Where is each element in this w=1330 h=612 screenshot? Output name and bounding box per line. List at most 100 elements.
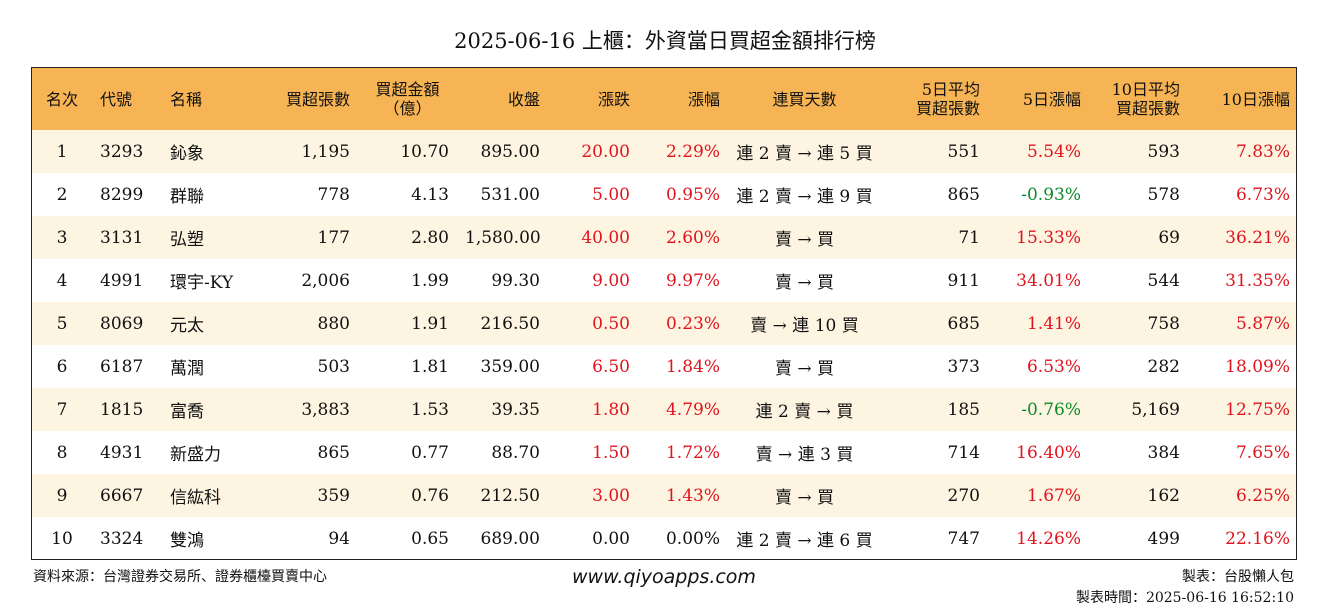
header-pct5: 5日漲幅 [1022,89,1081,109]
cell-name: 環宇-KY [170,273,234,293]
made-time: 製表時間：2025-06-16 16:52:10 [1075,590,1294,606]
cell-change: 0.50 [592,313,630,334]
table-row: 3 3131 弘塑 177 2.80 1,580.00 40.00 2.60% 賣 → 買 71 1… [32,216,1296,259]
cell-close: 895.00 [480,141,540,162]
cell-rank: 5 [56,313,68,334]
cell-pct10: 22.16% [1225,528,1290,549]
cell-change: 9.00 [592,270,630,291]
cell-code: 3131 [100,227,144,248]
cell-pct10: 36.21% [1225,227,1290,248]
cell-pct10: 12.75% [1225,399,1290,420]
cell-days: 賣 → 連 10 買 [750,316,859,336]
cell-change: 3.00 [592,485,630,506]
cell-avg5: 747 [947,528,980,549]
cell-pct10: 6.25% [1235,485,1290,506]
cell-avg10: 758 [1147,313,1180,334]
cell-pct10: 7.65% [1235,442,1290,463]
header-avg10-line1: 10日平均 [1111,80,1180,99]
table-row: 10 3324 雙鴻 94 0.65 689.00 0.00 0.00% 連 2 賣 → 連 6… [32,517,1296,559]
cell-close: 689.00 [480,528,540,549]
cell-close: 88.70 [491,442,540,463]
cell-pct10: 7.83% [1235,141,1290,162]
header-avg5-line2: 買超張數 [915,99,980,118]
ranking-table: 名次 代號 名稱 買超張數 買超金額 （億） 收盤 漲跌 漲幅 連買天數 5日平… [32,68,1296,559]
cell-buy-amount: 1.91 [411,313,449,334]
header-avg5: 5日平均 買超張數 [881,68,988,130]
cell-pct: 2.60% [665,227,720,248]
cell-pct: 0.95% [665,184,720,205]
cell-change: 1.50 [592,442,630,463]
cell-avg10: 499 [1147,528,1180,549]
cell-pct: 9.97% [665,270,720,291]
cell-rank: 7 [56,399,68,420]
cell-close: 531.00 [480,184,540,205]
header-pct10: 10日漲幅 [1221,89,1290,109]
cell-buy-amount: 4.13 [411,184,449,205]
cell-close: 39.35 [491,399,540,420]
cell-pct5: 5.54% [1026,141,1081,162]
cell-buy-lots: 1,195 [301,141,350,162]
cell-avg10: 544 [1147,270,1180,291]
table-row: 9 6667 信紘科 359 0.76 212.50 3.00 1.43% 賣 → 買 270 1.… [32,474,1296,517]
header-buy-amount-line1: 買超金額 [375,80,440,99]
table-row: 6 6187 萬潤 503 1.81 359.00 6.50 1.84% 賣 → 買 373 6.5… [32,345,1296,388]
header-avg10: 10日平均 買超張數 [1089,68,1188,130]
cell-close: 99.30 [491,270,540,291]
header-pct: 漲幅 [687,89,720,109]
cell-days: 連 2 賣 → 連 9 買 [736,187,873,207]
cell-name: 萬潤 [170,359,204,379]
cell-pct5: -0.93% [1021,184,1081,205]
cell-code: 8069 [100,313,144,334]
cell-buy-amount: 0.76 [411,485,449,506]
cell-code: 6667 [100,485,144,506]
header-code: 代號 [100,89,133,109]
cell-code: 6187 [100,356,144,377]
cell-change: 6.50 [592,356,630,377]
cell-code: 4991 [100,270,144,291]
cell-pct5: 16.40% [1016,442,1081,463]
table-row: 2 8299 群聯 778 4.13 531.00 5.00 0.95% 連 2 賣 → 連 9… [32,173,1296,216]
cell-buy-lots: 3,883 [301,399,350,420]
cell-code: 8299 [100,184,144,205]
cell-code: 1815 [100,399,144,420]
header-name: 名稱 [170,89,203,109]
cell-change: 5.00 [592,184,630,205]
cell-close: 1,580.00 [465,227,541,248]
page-title: 2025-06-16 上櫃：外資當日買超金額排行榜 [454,29,876,53]
cell-rank: 10 [51,528,73,549]
cell-name: 弘塑 [170,230,204,250]
cell-name: 信紘科 [170,488,221,508]
cell-avg5: 911 [947,270,980,291]
cell-name: 雙鴻 [170,531,204,551]
cell-rank: 1 [56,141,68,162]
table-row: 5 8069 元太 880 1.91 216.50 0.50 0.23% 賣 → 連 10 買 6… [32,302,1296,345]
cell-pct5: 14.26% [1016,528,1081,549]
website-link[interactable]: www.qiyoapps.com [572,566,756,588]
cell-pct5: -0.76% [1021,399,1081,420]
cell-avg5: 714 [947,442,980,463]
maker-label: 製表：台股懶人包 [1182,569,1294,585]
cell-pct5: 15.33% [1016,227,1081,248]
cell-rank: 9 [56,485,68,506]
table-row: 4 4991 環宇-KY 2,006 1.99 99.30 9.00 9.97% 賣 → 買 91… [32,259,1296,302]
table-row: 1 3293 鈊象 1,195 10.70 895.00 20.00 2.29% 連 2 賣 →… [32,130,1296,173]
cell-name: 元太 [170,316,204,336]
cell-days: 連 2 賣 → 連 6 買 [736,531,873,551]
cell-name: 群聯 [170,187,204,207]
table-header-row: 名次 代號 名稱 買超張數 買超金額 （億） 收盤 漲跌 漲幅 連買天數 5日平… [32,68,1296,130]
cell-pct5: 34.01% [1016,270,1081,291]
header-avg10-line2: 買超張數 [1115,99,1180,118]
cell-avg10: 578 [1147,184,1180,205]
cell-name: 富喬 [170,402,204,422]
cell-rank: 6 [56,356,68,377]
header-days: 連買天數 [772,89,837,109]
cell-pct: 0.23% [665,313,720,334]
table-row: 7 1815 富喬 3,883 1.53 39.35 1.80 4.79% 連 2 賣 → 買 1… [32,388,1296,431]
cell-days: 賣 → 連 3 買 [755,445,854,465]
cell-avg5: 551 [947,141,980,162]
header-close: 收盤 [507,89,540,109]
cell-close: 359.00 [480,356,540,377]
cell-buy-lots: 865 [317,442,350,463]
cell-avg10: 593 [1147,141,1180,162]
cell-change: 0.00 [592,528,630,549]
